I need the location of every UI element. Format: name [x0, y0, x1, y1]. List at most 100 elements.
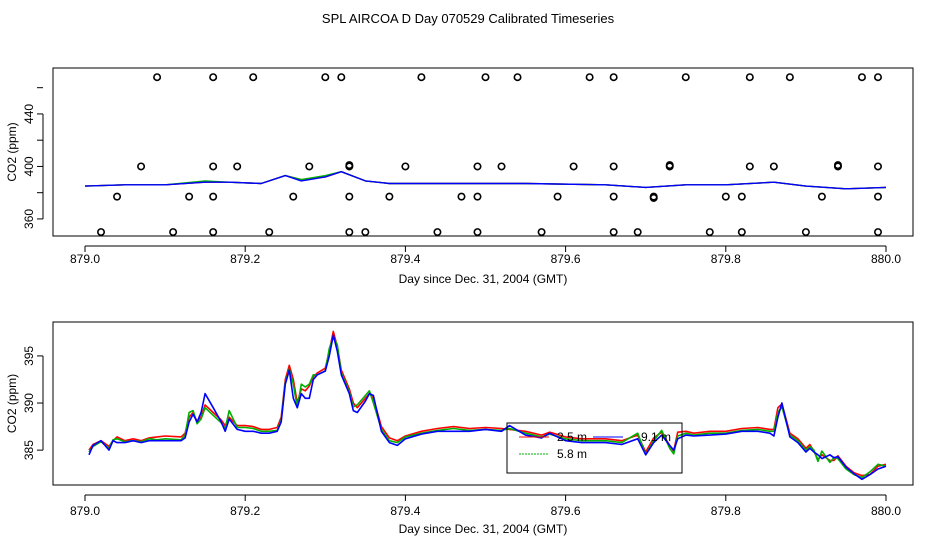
top-panel: 879.0 879.2 879.4 879.6 879.8 880.0 Day since …: [5, 67, 914, 286]
x-tick-label: 879.2: [230, 504, 260, 518]
data-point: [97, 228, 106, 237]
data-point: [705, 228, 714, 237]
data-point: [321, 73, 330, 82]
data-point: [513, 73, 522, 82]
data-point: [473, 162, 482, 171]
data-point: [473, 192, 482, 201]
data-point: [385, 192, 394, 201]
data-point: [649, 193, 658, 202]
series-line-9-1-m: [84, 171, 887, 190]
y-tick-label: 390: [22, 393, 36, 413]
data-point: [361, 228, 370, 237]
y-tick-label: 395: [22, 346, 36, 366]
data-point: [497, 162, 506, 171]
y-tick-label: 360: [22, 209, 36, 229]
data-point: [721, 192, 730, 201]
data-point: [737, 192, 746, 201]
data-point: [745, 73, 754, 82]
data-point: [873, 73, 882, 82]
x-axis-label: Day since Dec. 31, 2004 (GMT): [399, 522, 568, 536]
figure-title: SPL AIRCOA D Day 070529 Calibrated Times…: [322, 11, 615, 26]
data-point: [857, 73, 866, 82]
y-axis-label: CO2 (ppm): [5, 122, 19, 181]
x-tick-label: 879.6: [551, 504, 581, 518]
data-point: [873, 192, 882, 201]
data-point: [817, 192, 826, 201]
data-point: [873, 228, 882, 237]
data-point: [417, 73, 426, 82]
y-axis-label: CO2 (ppm): [5, 374, 19, 433]
data-point: [737, 228, 746, 237]
x-tick-label: 880.0: [871, 504, 901, 518]
data-point: [169, 228, 178, 237]
data-point: [553, 192, 562, 201]
data-point: [185, 192, 194, 201]
data-point: [609, 192, 618, 201]
data-point: [337, 73, 346, 82]
data-point: [265, 228, 274, 237]
data-point: [801, 228, 810, 237]
data-point: [569, 162, 578, 171]
data-point: [457, 192, 466, 201]
data-point: [345, 228, 354, 237]
data-point: [401, 162, 410, 171]
series-line-5-8-m: [84, 171, 887, 190]
data-point: [345, 161, 354, 170]
x-tick-label: 879.8: [711, 252, 741, 266]
plot-frame: [52, 321, 914, 486]
data-point: [153, 73, 162, 82]
legend: 2.5 m 9.1 m 5.8 m: [506, 422, 683, 474]
data-point: [233, 162, 242, 171]
plot-frame: [52, 67, 914, 237]
legend-label: 9.1 m: [641, 430, 671, 444]
data-point: [873, 162, 882, 171]
data-point: [609, 162, 618, 171]
data-point: [537, 228, 546, 237]
data-point: [633, 228, 642, 237]
data-point: [249, 73, 258, 82]
data-point: [769, 162, 778, 171]
y-tick-label: 440: [22, 104, 36, 124]
x-tick-label: 879.0: [70, 504, 100, 518]
x-tick-label: 879.4: [390, 252, 420, 266]
x-axis-label: Day since Dec. 31, 2004 (GMT): [399, 272, 568, 286]
data-point: [833, 161, 842, 170]
data-point: [609, 73, 618, 82]
series-line-2-5-m: [88, 330, 887, 477]
data-point: [289, 192, 298, 201]
legend-label: 2.5 m: [557, 430, 587, 444]
data-point: [665, 161, 674, 170]
data-point: [433, 228, 442, 237]
x-tick-label: 879.4: [390, 504, 420, 518]
y-tick-label: 385: [22, 440, 36, 460]
data-point: [609, 228, 618, 237]
data-point: [209, 73, 218, 82]
x-tick-label: 879.0: [70, 252, 100, 266]
y-tick-label: 400: [22, 156, 36, 176]
series-group: [84, 171, 887, 190]
x-tick-label: 879.6: [551, 252, 581, 266]
data-point: [209, 192, 218, 201]
data-point: [345, 192, 354, 201]
data-point: [785, 73, 794, 82]
data-point: [209, 162, 218, 171]
points-group: [97, 73, 882, 237]
legend-box: [506, 422, 683, 474]
data-point: [305, 162, 314, 171]
legend-label: 5.8 m: [557, 447, 587, 461]
data-point: [481, 73, 490, 82]
data-point: [209, 228, 218, 237]
data-point: [473, 228, 482, 237]
bottom-panel: 879.0 879.2 879.4 879.6 879.8 880.0 Day since …: [5, 321, 914, 536]
series-line-9-1-m: [88, 334, 887, 481]
x-tick-label: 879.8: [711, 504, 741, 518]
data-point: [113, 192, 122, 201]
series-group: [88, 330, 887, 481]
data-point: [137, 162, 146, 171]
data-point: [585, 73, 594, 82]
data-point: [745, 162, 754, 171]
x-tick-label: 880.0: [871, 252, 901, 266]
data-point: [681, 73, 690, 82]
